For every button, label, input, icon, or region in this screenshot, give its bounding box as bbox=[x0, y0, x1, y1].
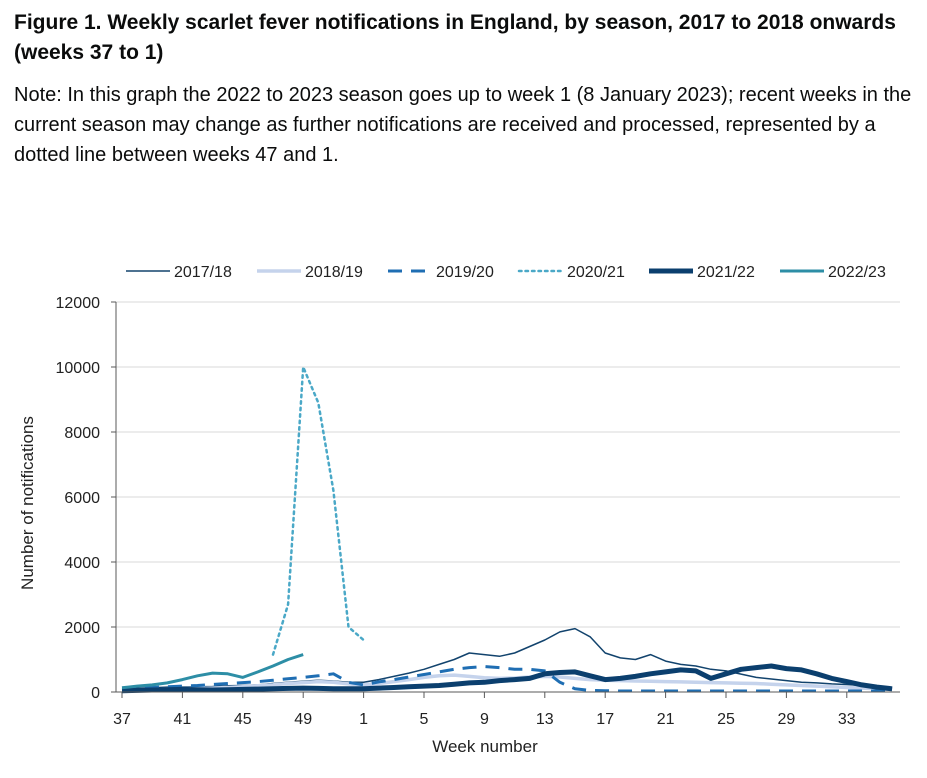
legend-label: 2021/22 bbox=[697, 264, 755, 281]
y-tick-label: 8000 bbox=[64, 425, 100, 442]
x-tick-label: 33 bbox=[838, 711, 856, 728]
figure-title: Figure 1. Weekly scarlet fever notificat… bbox=[14, 11, 896, 64]
series-line-2020-21 bbox=[271, 365, 365, 656]
x-axis-label: Week number bbox=[432, 737, 538, 756]
series-line-2021-22 bbox=[121, 663, 893, 694]
legend-label: 2018/19 bbox=[305, 264, 363, 281]
x-tick-label: 45 bbox=[234, 711, 252, 728]
y-tick-label: 6000 bbox=[64, 490, 100, 507]
series-line-2022-23 bbox=[121, 653, 304, 690]
y-tick-label: 2000 bbox=[64, 620, 100, 637]
y-tick-label: 0 bbox=[91, 685, 100, 702]
x-tick-label: 29 bbox=[778, 711, 796, 728]
series-lines bbox=[121, 365, 893, 694]
legend-label: 2017/18 bbox=[174, 264, 232, 281]
legend-label: 2020/21 bbox=[567, 264, 625, 281]
x-tick-label: 49 bbox=[294, 711, 312, 728]
x-tick-label: 9 bbox=[480, 711, 489, 728]
x-tick-label: 1 bbox=[359, 711, 368, 728]
figure-note: Note: In this graph the 2022 to 2023 sea… bbox=[14, 84, 912, 166]
y-tick-label: 10000 bbox=[56, 360, 101, 377]
gridlines bbox=[116, 301, 900, 628]
x-tick-label: 13 bbox=[536, 711, 554, 728]
series-line-2019-20 bbox=[121, 665, 893, 693]
y-tick-label: 12000 bbox=[56, 295, 101, 312]
x-tick-label: 21 bbox=[657, 711, 675, 728]
x-tick-label: 41 bbox=[174, 711, 192, 728]
legend-label: 2022/23 bbox=[828, 264, 886, 281]
y-axis-label: Number of notifications bbox=[18, 416, 37, 590]
y-tick-label: 4000 bbox=[64, 555, 100, 572]
x-axis-ticks: 37 41 45 49 1 5 9 13 17 21 25 29 33 bbox=[113, 692, 856, 728]
legend-label: 2019/20 bbox=[436, 264, 494, 281]
x-tick-label: 5 bbox=[420, 711, 429, 728]
legend: 2017/18 2018/19 2019/20 2020/21 2021/22 2022/… bbox=[126, 264, 886, 281]
x-tick-label: 17 bbox=[596, 711, 614, 728]
x-tick-label: 37 bbox=[113, 711, 131, 728]
y-axis-ticks: 0 2000 4000 6000 8000 10000 12000 bbox=[56, 295, 116, 702]
x-tick-label: 25 bbox=[717, 711, 735, 728]
